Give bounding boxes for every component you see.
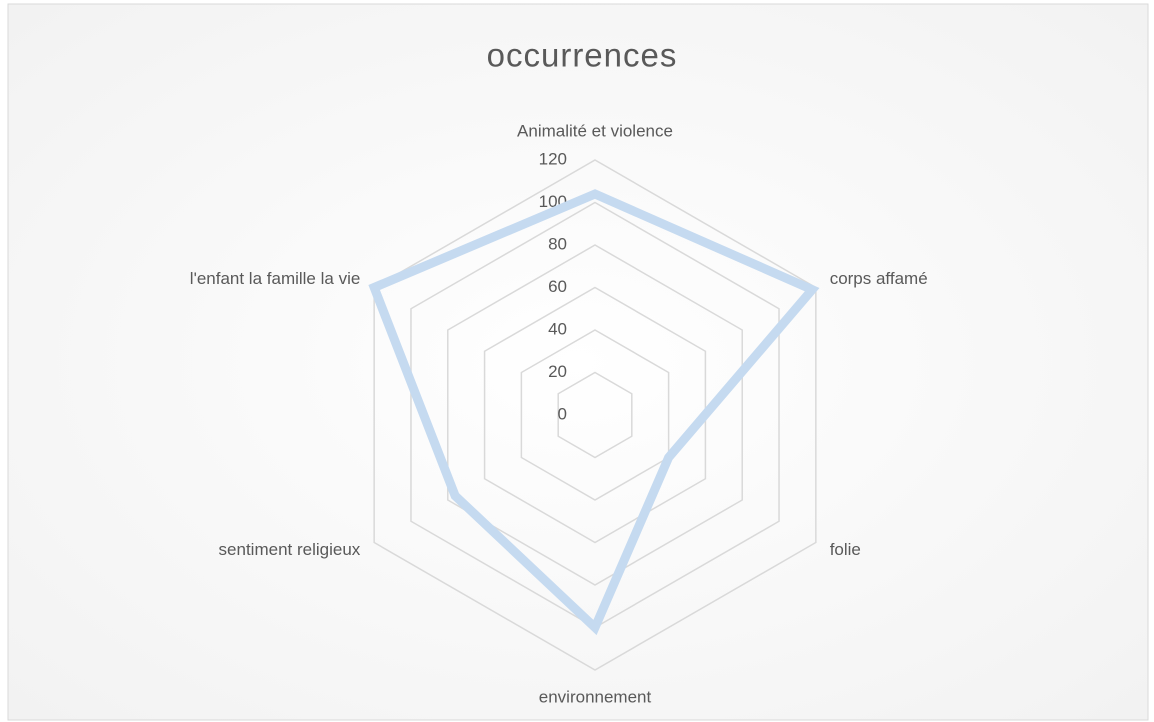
category-label: Animalité et violence xyxy=(517,121,673,140)
r-tick-label: 120 xyxy=(539,149,567,168)
grid-line xyxy=(483,286,707,544)
r-tick-label: 20 xyxy=(548,362,567,381)
category-label: corps affamé xyxy=(830,269,928,288)
r-tick-label: 40 xyxy=(548,319,567,338)
grid-line xyxy=(447,244,743,586)
category-label: folie xyxy=(830,540,861,559)
r-tick-label: 60 xyxy=(548,277,567,296)
grid-line xyxy=(557,371,633,459)
category-label: sentiment religieux xyxy=(219,540,361,559)
chart-area xyxy=(7,3,1149,721)
chart-title: occurrences xyxy=(487,37,678,74)
category-label: environnement xyxy=(539,687,652,706)
category-label: l'enfant la famille la vie xyxy=(190,269,361,288)
series-line xyxy=(368,189,820,636)
r-tick-label: 0 xyxy=(558,404,567,423)
r-tick-label: 80 xyxy=(548,234,567,253)
grid-line xyxy=(520,329,670,501)
